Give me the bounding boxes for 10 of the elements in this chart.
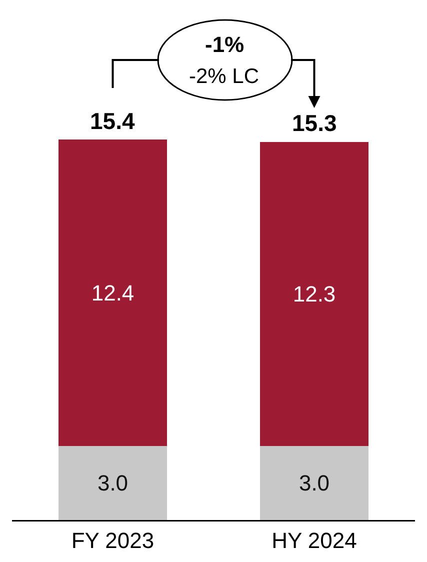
data-label: 12.4 [91,280,134,306]
text: -2% LC [189,65,260,88]
text: -1% [205,32,244,57]
data-label: 3.0 [298,470,330,496]
total-label: 15.4 [90,108,135,134]
total-label: 15.3 [292,110,337,136]
data-label: 12.3 [292,281,336,306]
data-label: 3.0 [97,470,128,496]
x-tick-label: FY 2023 [71,528,154,553]
x-tick-label: HY 2024 [272,528,357,553]
